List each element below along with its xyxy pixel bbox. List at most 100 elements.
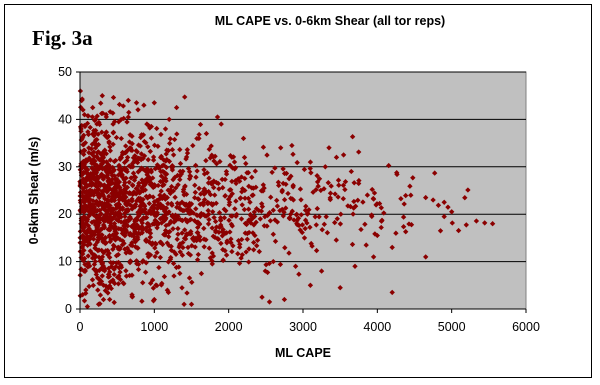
data-point [174, 131, 180, 137]
data-point [93, 271, 99, 278]
data-point [349, 241, 356, 248]
data-point [101, 250, 107, 256]
data-point [465, 187, 471, 193]
chart-title: ML CAPE vs. 0-6km Shear (all tor reps) [214, 14, 446, 28]
data-points [77, 88, 496, 310]
data-point [190, 210, 196, 216]
data-point [150, 157, 157, 163]
data-point [127, 145, 134, 151]
data-point [145, 251, 151, 257]
data-point [190, 234, 197, 241]
data-point [245, 170, 252, 176]
data-point [81, 242, 87, 248]
data-point [124, 154, 131, 161]
data-point [280, 166, 286, 172]
data-point [85, 253, 91, 259]
data-point [176, 244, 182, 250]
data-point [98, 232, 104, 239]
data-point [85, 173, 91, 180]
data-point [144, 166, 150, 172]
data-point [185, 165, 192, 172]
data-point [143, 214, 150, 221]
data-point [251, 209, 257, 215]
data-point [251, 239, 257, 246]
data-point [250, 192, 256, 198]
data-point [119, 172, 125, 179]
data-point [133, 100, 140, 106]
data-point [192, 189, 198, 196]
data-point [102, 214, 108, 220]
data-point [92, 212, 98, 218]
data-point [175, 182, 181, 188]
data-point [191, 218, 198, 224]
data-point [167, 136, 173, 142]
data-point [157, 178, 164, 185]
data-point [105, 274, 111, 280]
data-point [230, 243, 236, 249]
data-point [90, 229, 96, 235]
data-point [119, 151, 126, 157]
data-point [342, 179, 349, 185]
data-point [93, 142, 99, 148]
data-point [95, 275, 101, 282]
data-point [166, 221, 172, 227]
data-point [125, 114, 131, 120]
data-point [218, 240, 224, 247]
data-point [84, 303, 91, 310]
data-point [279, 206, 285, 213]
data-point [270, 207, 276, 213]
data-point [99, 93, 105, 99]
data-point [315, 183, 321, 189]
data-point [92, 117, 98, 124]
data-point [125, 208, 131, 214]
data-point [141, 208, 147, 214]
data-point [323, 214, 329, 220]
data-point [110, 279, 117, 285]
y-tick-label: 50 [58, 65, 72, 79]
data-point [151, 182, 158, 188]
data-point [212, 218, 219, 225]
data-point [340, 196, 346, 202]
data-point [99, 261, 105, 267]
data-point [129, 198, 135, 204]
data-point [260, 144, 267, 150]
data-point [138, 217, 144, 224]
data-point [99, 273, 105, 279]
data-point [121, 182, 127, 188]
data-point [96, 157, 103, 163]
data-point [100, 296, 107, 303]
data-point [165, 187, 171, 193]
data-point [121, 225, 128, 232]
data-point [206, 175, 212, 181]
data-point [162, 126, 169, 132]
data-point [222, 193, 228, 199]
data-point [94, 150, 101, 156]
data-point [203, 157, 209, 164]
data-point [144, 228, 150, 234]
data-point [129, 272, 135, 278]
data-point [201, 244, 207, 250]
data-point [228, 236, 234, 242]
data-point [103, 201, 110, 207]
data-point [262, 214, 268, 220]
data-point [371, 190, 378, 196]
data-point [213, 179, 220, 186]
data-point [117, 269, 123, 275]
data-point [169, 163, 176, 170]
data-point [122, 167, 129, 173]
data-point [90, 104, 96, 111]
data-point [247, 199, 253, 205]
data-point [227, 229, 233, 235]
data-point [266, 210, 272, 217]
data-point [118, 116, 124, 123]
data-point [107, 157, 113, 163]
data-point [185, 244, 191, 251]
data-point [165, 200, 171, 207]
data-point [82, 268, 88, 274]
data-point [113, 178, 120, 184]
data-point [242, 230, 248, 236]
data-point [224, 240, 230, 246]
data-point [175, 225, 181, 232]
data-point [257, 216, 263, 222]
data-point [183, 156, 189, 162]
